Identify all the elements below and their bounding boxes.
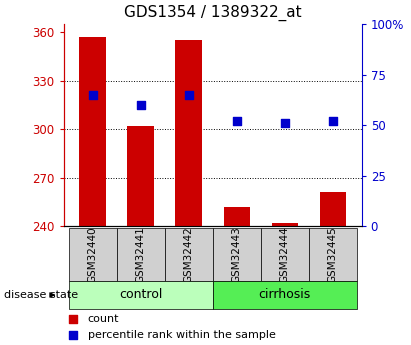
Bar — [79, 37, 106, 226]
Text: count: count — [88, 314, 119, 324]
Point — [69, 316, 76, 322]
Bar — [272, 223, 298, 226]
Point — [233, 118, 240, 124]
Bar — [213, 281, 357, 309]
Text: GSM32440: GSM32440 — [88, 226, 97, 283]
Text: percentile rank within the sample: percentile rank within the sample — [88, 331, 275, 340]
Point — [282, 120, 288, 126]
Text: GSM32445: GSM32445 — [328, 226, 338, 283]
Point — [185, 92, 192, 98]
Title: GDS1354 / 1389322_at: GDS1354 / 1389322_at — [124, 5, 302, 21]
Bar — [175, 40, 202, 226]
Point — [330, 118, 336, 124]
Point — [69, 333, 76, 338]
Point — [89, 92, 96, 98]
FancyArrowPatch shape — [50, 293, 54, 297]
Point — [137, 102, 144, 108]
Text: control: control — [119, 288, 162, 302]
Bar — [69, 281, 213, 309]
Bar — [261, 228, 309, 281]
Text: GSM32442: GSM32442 — [184, 226, 194, 283]
Text: GSM32441: GSM32441 — [136, 226, 145, 283]
Bar — [165, 228, 213, 281]
Text: GSM32443: GSM32443 — [232, 226, 242, 283]
Bar — [320, 192, 346, 226]
Text: GSM32444: GSM32444 — [280, 226, 290, 283]
Bar — [117, 228, 165, 281]
Bar — [69, 228, 117, 281]
Bar — [309, 228, 357, 281]
Text: cirrhosis: cirrhosis — [259, 288, 311, 302]
Text: disease state: disease state — [4, 290, 78, 300]
Bar — [127, 126, 154, 226]
Bar — [213, 228, 261, 281]
Bar — [224, 207, 250, 226]
